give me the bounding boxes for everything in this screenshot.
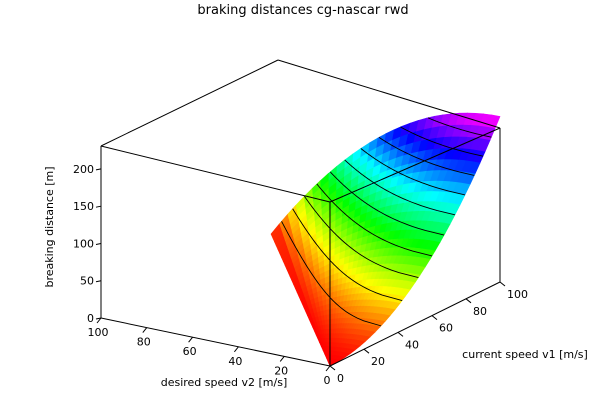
x-tick-label: 0 xyxy=(337,372,344,385)
y-tick-label: 60 xyxy=(183,345,197,358)
contour-line xyxy=(360,148,466,196)
chart-title: braking distances cg-nascar rwd xyxy=(197,3,408,18)
x-tick-mark xyxy=(499,281,506,287)
bounding-box xyxy=(100,59,501,367)
z-tick-mark xyxy=(95,280,102,283)
z-axis-label: breaking distance [m] xyxy=(43,166,56,287)
box-edge xyxy=(100,59,279,147)
z-tick-label: 0 xyxy=(87,312,94,325)
z-tick-label: 50 xyxy=(80,275,94,288)
x-tick-mark xyxy=(397,332,404,337)
y-tick-mark xyxy=(234,346,239,353)
contour-line xyxy=(292,208,403,301)
y-tick-label: 0 xyxy=(324,374,331,387)
y-tick-label: 40 xyxy=(228,355,242,368)
z-tick-mark xyxy=(95,168,102,171)
x-tick-label: 60 xyxy=(439,322,453,335)
contour-line xyxy=(427,117,492,138)
box-edge xyxy=(329,127,501,203)
contour-line xyxy=(400,126,484,157)
y-tick-mark xyxy=(188,336,193,343)
z-tick-mark xyxy=(95,317,102,320)
contour-line xyxy=(344,159,456,216)
box-edge xyxy=(329,281,501,367)
y-tick-mark xyxy=(96,317,102,324)
box-edge xyxy=(100,145,331,203)
contour-line xyxy=(304,196,419,279)
z-tick-mark xyxy=(95,242,102,245)
box-edge xyxy=(100,317,331,367)
y-tick-mark xyxy=(279,356,285,362)
y-tick-mark xyxy=(142,327,148,333)
x-axis-label: current speed v1 [m/s] xyxy=(462,348,588,361)
z-tick-label: 200 xyxy=(73,163,94,176)
surface xyxy=(270,112,501,367)
z-tick-mark xyxy=(95,205,102,208)
y-tick-label: 20 xyxy=(274,364,288,377)
x-tick-mark xyxy=(363,348,370,354)
y-tick-mark xyxy=(325,365,331,372)
y-tick-label: 100 xyxy=(88,326,109,339)
contour-line xyxy=(329,171,445,236)
surface-patch xyxy=(332,302,337,310)
x-tick-mark xyxy=(431,315,438,320)
x-tick-mark xyxy=(329,365,336,371)
y-axis-label: desired speed v2 [m/s] xyxy=(161,376,288,389)
x-tick-label: 40 xyxy=(405,338,419,351)
contour-line xyxy=(378,136,475,176)
surface-patch xyxy=(331,308,336,315)
box-edge xyxy=(277,59,501,129)
x-tick-mark xyxy=(465,298,472,304)
z-tick-label: 150 xyxy=(73,200,94,213)
x-tick-label: 100 xyxy=(507,288,528,301)
x-tick-label: 20 xyxy=(371,355,385,368)
y-tick-label: 80 xyxy=(137,336,151,349)
contour-line xyxy=(316,183,433,257)
contour-line xyxy=(281,221,382,327)
z-tick-label: 100 xyxy=(73,237,94,250)
x-tick-label: 80 xyxy=(473,305,487,318)
